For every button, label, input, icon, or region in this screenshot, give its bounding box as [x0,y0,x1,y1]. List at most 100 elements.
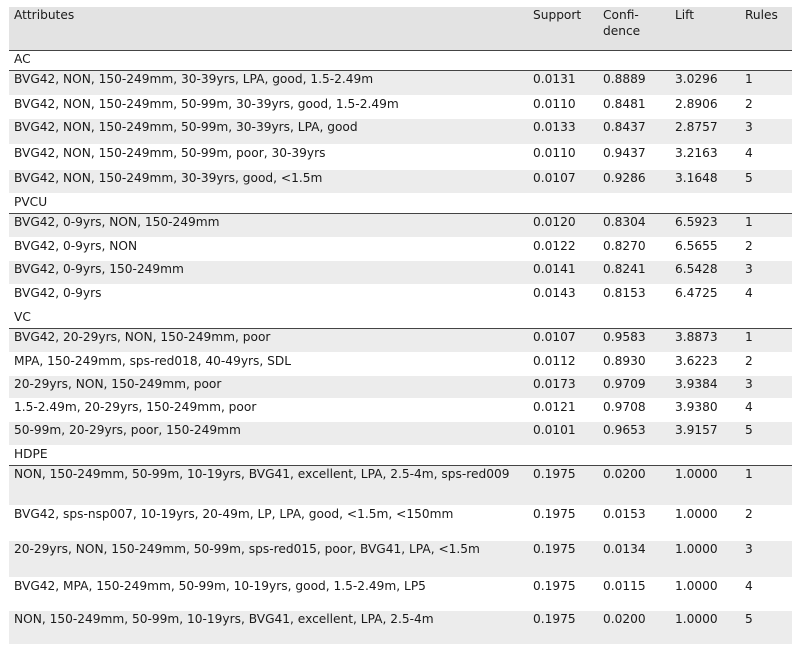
cell-attributes: BVG42, 20-29yrs, NON, 150-249mm, poor [9,328,528,353]
cell-confidence: 0.9708 [598,398,670,422]
cell-rule: 5 [740,421,792,446]
cell-confidence: 0.8304 [598,213,670,238]
cell-rule: 5 [740,169,792,194]
cell-lift: 3.6223 [670,352,740,376]
cell-confidence: 0.8270 [598,237,670,261]
cell-confidence: 0.0200 [598,465,670,506]
cell-rule: 3 [740,375,792,399]
cell-lift: 1.0000 [670,610,740,645]
cell-lift: 3.0296 [670,70,740,96]
cell-confidence: 0.0115 [598,577,670,611]
section-label: AC [9,49,792,71]
table-row: BVG42, 0-9yrs, NON 0.0122 0.8270 6.5655 2 [9,237,792,261]
cell-attributes: NON, 150-249mm, 50-99m, 10-19yrs, BVG41,… [9,610,528,645]
cell-attributes: 1.5-2.49m, 20-29yrs, 150-249mm, poor [9,398,528,422]
cell-confidence: 0.9653 [598,421,670,446]
cell-lift: 6.4725 [670,284,740,309]
table-row: 50-99m, 20-29yrs, poor, 150-249mm 0.0101 0… [9,421,792,446]
cell-support: 0.0133 [528,118,598,145]
cell-rule: 2 [740,505,792,541]
table-row: 20-29yrs, NON, 150-249mm, poor 0.0173 0.97… [9,375,792,399]
cell-lift: 3.1648 [670,169,740,194]
association-rules-table: Attributes Support Confi- dence Lift Rul… [9,7,792,645]
cell-confidence: 0.0134 [598,540,670,578]
table-row: BVG42, NON, 150-249mm, 50-99m, poor, 30-… [9,144,792,170]
cell-confidence: 0.8481 [598,95,670,119]
cell-confidence: 0.8241 [598,260,670,285]
cell-support: 0.0122 [528,237,598,261]
table-row: BVG42, 0-9yrs 0.0143 0.8153 6.4725 4 [9,284,792,309]
cell-support: 0.0107 [528,328,598,353]
cell-confidence: 0.0153 [598,505,670,541]
cell-rule: 2 [740,237,792,261]
cell-rule: 1 [740,213,792,238]
cell-rule: 4 [740,144,792,170]
cell-confidence: 0.0200 [598,610,670,645]
table-row: BVG42, NON, 150-249mm, 50-99m, 30-39yrs,… [9,95,792,119]
cell-lift: 6.5923 [670,213,740,238]
cell-attributes: BVG42, 0-9yrs, NON [9,237,528,261]
cell-rule: 3 [740,260,792,285]
cell-confidence: 0.8930 [598,352,670,376]
header-row: Attributes Support Confi- dence Lift Rul… [9,7,792,50]
table-row: BVG42, MPA, 150-249mm, 50-99m, 10-19yrs,… [9,577,792,611]
cell-attributes: BVG42, 0-9yrs, 150-249mm [9,260,528,285]
cell-support: 0.1975 [528,505,598,541]
cell-lift: 1.0000 [670,505,740,541]
cell-support: 0.0173 [528,375,598,399]
cell-confidence: 0.9709 [598,375,670,399]
cell-rule: 2 [740,95,792,119]
section-label: HDPE [9,444,792,466]
cell-lift: 3.9157 [670,421,740,446]
cell-attributes: BVG42, NON, 150-249mm, 50-99m, 30-39yrs,… [9,95,528,119]
table-row: BVG42, NON, 150-249mm, 30-39yrs, LPA, go… [9,70,792,96]
cell-rule: 4 [740,577,792,611]
cell-rule: 3 [740,540,792,578]
cell-rule: 1 [740,328,792,353]
section-label: PVCU [9,192,792,214]
table-row: BVG42, NON, 150-249mm, 30-39yrs, good, <… [9,169,792,194]
cell-support: 0.0107 [528,169,598,194]
table-row: BVG42, sps-nsp007, 10-19yrs, 20-49m, LP,… [9,505,792,541]
cell-attributes: MPA, 150-249mm, sps-red018, 40-49yrs, SD… [9,352,528,376]
table-header: Attributes Support Confi- dence Lift Rul… [9,7,792,50]
cell-lift: 2.8906 [670,95,740,119]
cell-confidence: 0.8153 [598,284,670,309]
cell-rule: 4 [740,284,792,309]
cell-support: 0.0141 [528,260,598,285]
cell-support: 0.1975 [528,540,598,578]
cell-lift: 6.5428 [670,260,740,285]
header-support: Support [533,8,582,22]
cell-support: 0.1975 [528,610,598,645]
cell-attributes: BVG42, NON, 150-249mm, 30-39yrs, LPA, go… [9,70,528,96]
cell-support: 0.0110 [528,95,598,119]
cell-confidence: 0.8437 [598,118,670,145]
table-row: MPA, 150-249mm, sps-red018, 40-49yrs, SD… [9,352,792,376]
table-row: 20-29yrs, NON, 150-249mm, 50-99m, sps-re… [9,540,792,578]
cell-support: 0.0112 [528,352,598,376]
table-row: NON, 150-249mm, 50-99m, 10-19yrs, BVG41,… [9,465,792,506]
cell-lift: 3.9380 [670,398,740,422]
cell-rule: 5 [740,610,792,645]
cell-attributes: NON, 150-249mm, 50-99m, 10-19yrs, BVG41,… [9,465,528,506]
section-row-ac: AC [9,49,792,71]
cell-support: 0.0143 [528,284,598,309]
cell-attributes: BVG42, NON, 150-249mm, 50-99m, 30-39yrs,… [9,118,528,145]
cell-attributes: BVG42, 0-9yrs, NON, 150-249mm [9,213,528,238]
cell-lift: 1.0000 [670,577,740,611]
table-row: BVG42, 0-9yrs, NON, 150-249mm 0.0120 0.830… [9,213,792,238]
header-rules: Rules [745,8,778,22]
cell-lift: 3.8873 [670,328,740,353]
cell-attributes: 20-29yrs, NON, 150-249mm, poor [9,375,528,399]
cell-support: 0.0101 [528,421,598,446]
cell-support: 0.0121 [528,398,598,422]
cell-lift: 1.0000 [670,540,740,578]
cell-lift: 6.5655 [670,237,740,261]
table-row: 1.5-2.49m, 20-29yrs, 150-249mm, poor 0.01… [9,398,792,422]
cell-rule: 1 [740,465,792,506]
cell-attributes: 20-29yrs, NON, 150-249mm, 50-99m, sps-re… [9,540,528,578]
cell-attributes: BVG42, 0-9yrs [9,284,528,309]
cell-lift: 3.9384 [670,375,740,399]
cell-rule: 1 [740,70,792,96]
table-row: BVG42, NON, 150-249mm, 50-99m, 30-39yrs,… [9,118,792,145]
